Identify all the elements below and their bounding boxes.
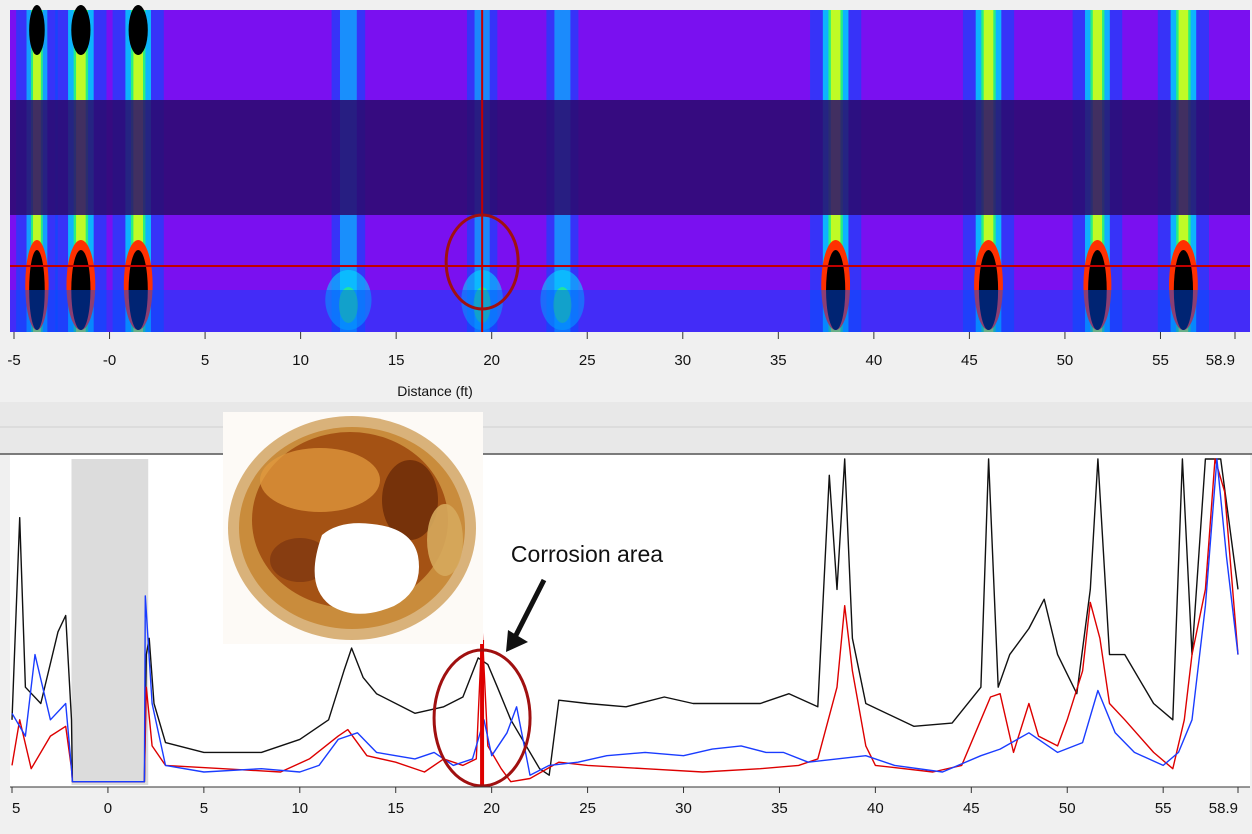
hotspot-black-zone-top bbox=[29, 5, 45, 55]
hotspot-black-zone bbox=[128, 250, 148, 330]
corrosion-annotation-label: Corrosion area bbox=[511, 541, 663, 567]
line-chart-tick-label: 30 bbox=[675, 800, 692, 817]
corrosion-highlight-circle bbox=[432, 648, 532, 788]
line-chart-series bbox=[11, 458, 1239, 783]
heatmap-tick-label: -5 bbox=[7, 352, 20, 369]
heatmap-tick-label: 40 bbox=[866, 352, 883, 369]
hotspot-black-zone bbox=[1088, 250, 1107, 330]
series-line-0 bbox=[11, 458, 1239, 783]
line-chart-tick-label: 15 bbox=[387, 800, 404, 817]
panel-splitter[interactable] bbox=[0, 402, 1252, 454]
pipe-opening bbox=[314, 523, 419, 614]
hotspot-black-zone bbox=[71, 250, 91, 330]
line-chart-tick-label: 0 bbox=[104, 800, 112, 817]
heatmap-tick-label: 20 bbox=[483, 352, 500, 369]
line-chart-tick-label: 40 bbox=[867, 800, 884, 817]
heatmap-shaded-band bbox=[10, 100, 1250, 215]
line-chart-tick-label: 50 bbox=[1059, 800, 1076, 817]
hotspot-black-zone bbox=[826, 250, 846, 330]
line-chart-tick-label: 35 bbox=[771, 800, 788, 817]
heatmap-noise-floor bbox=[10, 290, 1250, 332]
line-chart-tick-label: 5 bbox=[200, 800, 208, 817]
heatmap-x-axis-title: Distance (ft) bbox=[397, 383, 472, 399]
rust-patch bbox=[260, 448, 380, 512]
hotspot-black-zone bbox=[978, 250, 999, 330]
line-chart-tick-label: 58.9 bbox=[1209, 800, 1238, 817]
line-chart-tick-label: 45 bbox=[963, 800, 980, 817]
heatmap-tick-label: 25 bbox=[579, 352, 596, 369]
heatmap-panel bbox=[10, 5, 1250, 332]
heatmap-tick-label: 15 bbox=[388, 352, 405, 369]
heatmap-tick-label: 58.9 bbox=[1206, 352, 1235, 369]
heatmap-tick-label: -0 bbox=[103, 352, 116, 369]
annotation-arrow-shaft bbox=[509, 578, 547, 645]
heatmap-tick-label: 5 bbox=[201, 352, 209, 369]
line-chart-tick-label: 10 bbox=[291, 800, 308, 817]
series-line-2 bbox=[11, 458, 1239, 783]
annotation-arrow bbox=[506, 578, 547, 652]
rust-patch bbox=[382, 460, 438, 540]
hotspot-low-core bbox=[553, 287, 572, 323]
line-chart-panel bbox=[10, 455, 1250, 788]
annotation-arrow-head bbox=[506, 630, 528, 652]
hotspot-black-zone bbox=[29, 250, 45, 330]
heatmap-tick-label: 10 bbox=[292, 352, 309, 369]
series-line-1 bbox=[11, 458, 1239, 783]
line-chart-x-ticks: 5 0 5 10 15 20 25 30 35 40 45 50 55 58.9 bbox=[11, 787, 1239, 817]
heatmap-tick-label: 45 bbox=[961, 352, 978, 369]
heatmap-tick-label: 50 bbox=[1057, 352, 1074, 369]
heatmap-tick-label: 30 bbox=[674, 352, 691, 369]
line-chart-tick-label: 25 bbox=[579, 800, 596, 817]
masked-region bbox=[71, 459, 149, 785]
rust-patch bbox=[427, 504, 463, 576]
heatmap-highlight-circle bbox=[444, 213, 520, 311]
hotspot-low-core bbox=[338, 287, 358, 323]
hotspot-black-zone-top bbox=[128, 5, 148, 55]
line-chart-plot-area bbox=[10, 455, 1250, 787]
line-chart-tick-label: 5 bbox=[12, 800, 20, 817]
hotspot-black-zone-top bbox=[71, 5, 91, 55]
heatmap-tick-label: 35 bbox=[770, 352, 787, 369]
heatmap-x-ticks: -5 -0 5 10 15 20 25 30 35 40 45 50 55 58.9 bbox=[7, 332, 1236, 369]
hotspot-black-zone bbox=[1173, 250, 1194, 330]
heatmap-hotspot bbox=[540, 10, 585, 332]
line-chart-tick-label: 55 bbox=[1155, 800, 1172, 817]
line-chart-tick-label: 20 bbox=[483, 800, 500, 817]
pipe-photo bbox=[223, 412, 483, 644]
heatmap-tick-label: 55 bbox=[1152, 352, 1169, 369]
